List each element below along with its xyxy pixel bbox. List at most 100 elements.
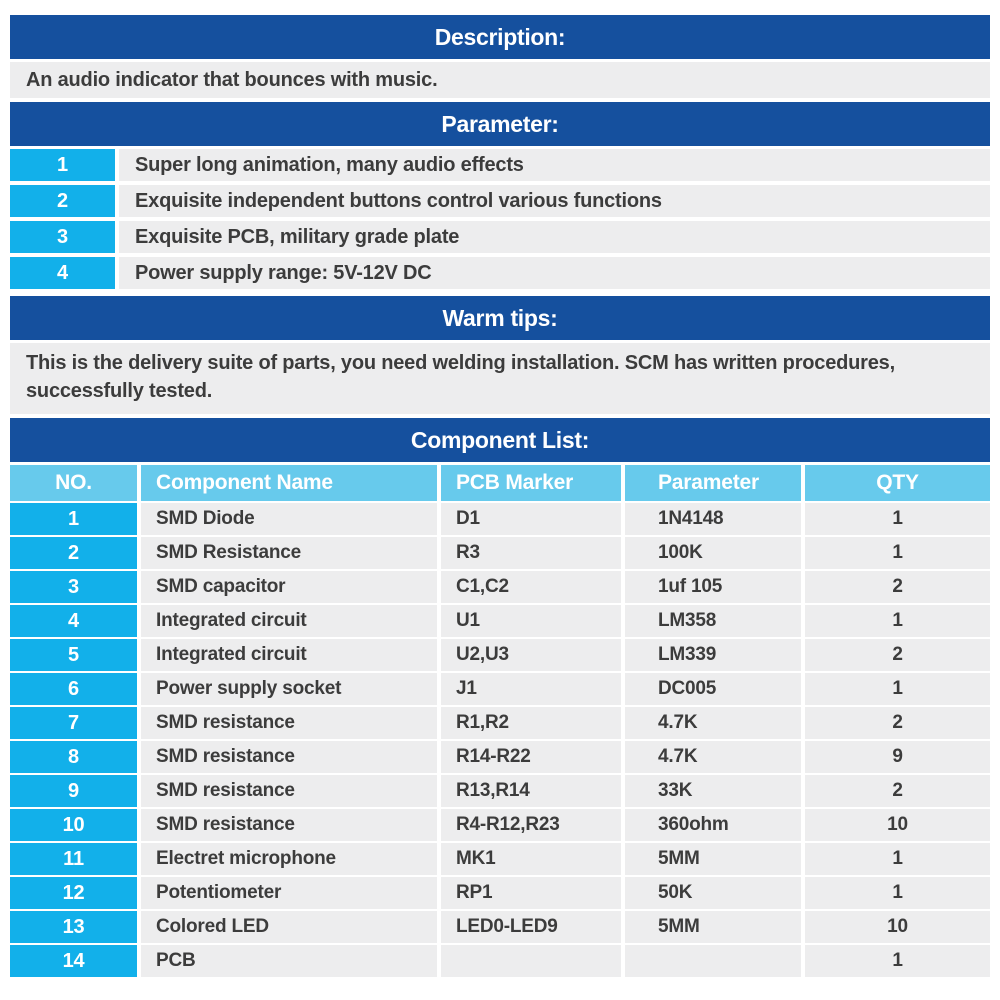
parameter-row: 3 Exquisite PCB, military grade plate: [10, 221, 990, 253]
cell-component-name: SMD resistance: [141, 741, 437, 774]
cell-qty: 2: [805, 639, 990, 672]
cell-qty: 2: [805, 571, 990, 604]
parameter-row-number: 1: [10, 149, 115, 181]
cell-parameter: 100K: [625, 537, 801, 570]
cell-pcb-marker: C1,C2: [441, 571, 621, 604]
cell-no: 1: [10, 503, 137, 536]
cell-no: 6: [10, 673, 137, 706]
cell-pcb-marker: D1: [441, 503, 621, 536]
parameter-row-number: 2: [10, 185, 115, 217]
component-list-header: Component List:: [10, 418, 990, 463]
cell-component-name: SMD Resistance: [141, 537, 437, 570]
cell-pcb-marker: [441, 945, 621, 978]
cell-no: 2: [10, 537, 137, 570]
cell-component-name: Colored LED: [141, 911, 437, 944]
cell-pcb-marker: RP1: [441, 877, 621, 910]
parameter-row: 1 Super long animation, many audio effec…: [10, 149, 990, 181]
cell-component-name: Integrated circuit: [141, 605, 437, 638]
cell-qty: 1: [805, 877, 990, 910]
warm-tips-title: Warm tips:: [442, 304, 558, 331]
component-list-title: Component List:: [410, 426, 590, 453]
cell-qty: 10: [805, 809, 990, 842]
parameter-row-number: 3: [10, 221, 115, 253]
parameter-title: Parameter:: [441, 110, 559, 137]
cell-parameter: 5MM: [625, 911, 801, 944]
cell-pcb-marker: R14-R22: [441, 741, 621, 774]
parameter-row-text: Super long animation, many audio effects: [119, 149, 990, 181]
cell-pcb-marker: U2,U3: [441, 639, 621, 672]
cell-qty: 1: [805, 945, 990, 978]
warm-tips-text: This is the delivery suite of parts, you…: [10, 343, 990, 415]
cell-parameter: 50K: [625, 877, 801, 910]
cell-component-name: Power supply socket: [141, 673, 437, 706]
cell-component-name: SMD Diode: [141, 503, 437, 536]
cell-component-name: Electret microphone: [141, 843, 437, 876]
cell-parameter: 5MM: [625, 843, 801, 876]
cell-no: 11: [10, 843, 137, 876]
cell-component-name: SMD resistance: [141, 809, 437, 842]
cell-qty: 9: [805, 741, 990, 774]
cell-pcb-marker: R13,R14: [441, 775, 621, 808]
parameter-row: 2 Exquisite independent buttons control …: [10, 185, 990, 217]
cell-no: 4: [10, 605, 137, 638]
cell-no: 14: [10, 945, 137, 978]
column-header-qty: QTY: [805, 465, 990, 502]
cell-qty: 2: [805, 775, 990, 808]
cell-parameter: 1uf 105: [625, 571, 801, 604]
cell-no: 5: [10, 639, 137, 672]
cell-parameter: [625, 945, 801, 978]
cell-parameter: 360ohm: [625, 809, 801, 842]
cell-qty: 10: [805, 911, 990, 944]
column-header-component-name: Component Name: [141, 465, 437, 502]
cell-no: 7: [10, 707, 137, 740]
cell-no: 8: [10, 741, 137, 774]
cell-parameter: DC005: [625, 673, 801, 706]
description-text: An audio indicator that bounces with mus…: [10, 62, 990, 98]
cell-no: 13: [10, 911, 137, 944]
cell-parameter: 1N4148: [625, 503, 801, 536]
column-header-pcb-marker: PCB Marker: [441, 465, 621, 502]
cell-component-name: PCB: [141, 945, 437, 978]
parameter-row-text: Power supply range: 5V-12V DC: [119, 257, 990, 289]
cell-pcb-marker: R4-R12,R23: [441, 809, 621, 842]
cell-parameter: LM339: [625, 639, 801, 672]
cell-no: 3: [10, 571, 137, 604]
cell-no: 10: [10, 809, 137, 842]
cell-parameter: 4.7K: [625, 707, 801, 740]
description-title: Description:: [434, 23, 566, 50]
cell-component-name: SMD resistance: [141, 775, 437, 808]
cell-pcb-marker: R3: [441, 537, 621, 570]
cell-qty: 1: [805, 503, 990, 536]
cell-qty: 1: [805, 673, 990, 706]
component-table: NO. Component Name PCB Marker Parameter …: [10, 465, 990, 978]
parameter-row: 4 Power supply range: 5V-12V DC: [10, 257, 990, 289]
cell-qty: 1: [805, 605, 990, 638]
parameter-row-number: 4: [10, 257, 115, 289]
description-header: Description:: [10, 15, 990, 59]
parameter-row-text: Exquisite PCB, military grade plate: [119, 221, 990, 253]
parameter-row-text: Exquisite independent buttons control va…: [119, 185, 990, 217]
column-header-parameter: Parameter: [625, 465, 801, 502]
product-info-sheet: Description: An audio indicator that bou…: [10, 0, 990, 978]
cell-pcb-marker: J1: [441, 673, 621, 706]
cell-component-name: SMD resistance: [141, 707, 437, 740]
cell-pcb-marker: R1,R2: [441, 707, 621, 740]
column-header-no: NO.: [10, 465, 137, 502]
cell-component-name: SMD capacitor: [141, 571, 437, 604]
cell-parameter: 4.7K: [625, 741, 801, 774]
cell-parameter: LM358: [625, 605, 801, 638]
cell-qty: 1: [805, 537, 990, 570]
warm-tips-header: Warm tips:: [10, 296, 990, 340]
cell-pcb-marker: LED0-LED9: [441, 911, 621, 944]
cell-parameter: 33K: [625, 775, 801, 808]
cell-component-name: Potentiometer: [141, 877, 437, 910]
parameter-list: 1 Super long animation, many audio effec…: [10, 149, 990, 289]
cell-component-name: Integrated circuit: [141, 639, 437, 672]
cell-qty: 2: [805, 707, 990, 740]
cell-pcb-marker: MK1: [441, 843, 621, 876]
cell-qty: 1: [805, 843, 990, 876]
cell-no: 12: [10, 877, 137, 910]
parameter-header: Parameter:: [10, 102, 990, 146]
cell-no: 9: [10, 775, 137, 808]
cell-pcb-marker: U1: [441, 605, 621, 638]
